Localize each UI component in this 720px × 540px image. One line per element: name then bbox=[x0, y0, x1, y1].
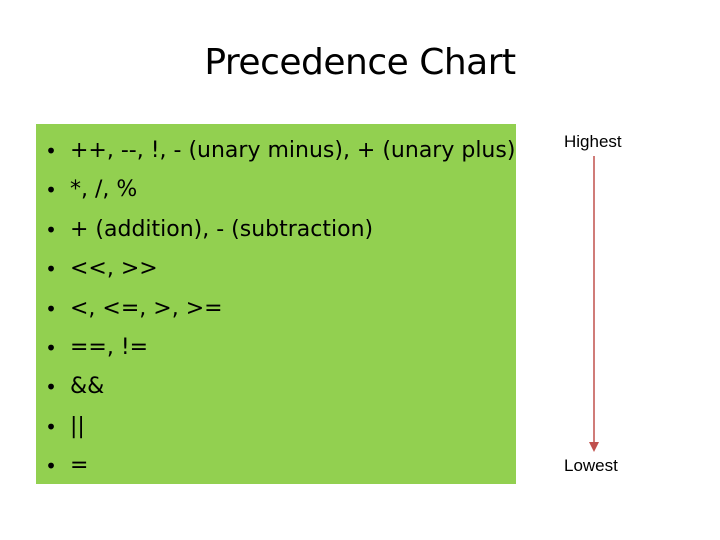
arrow-head bbox=[589, 442, 599, 452]
operator-text: ++, --, !, - (unary minus), + (unary plu… bbox=[70, 138, 516, 163]
lowest-label: Lowest bbox=[564, 456, 618, 475]
operator-text: && bbox=[70, 374, 105, 400]
bullet-icon: • bbox=[45, 454, 57, 479]
list-item: • *, /, % bbox=[36, 171, 516, 210]
bullet-icon: • bbox=[45, 335, 57, 360]
bullet-icon: • bbox=[45, 375, 57, 400]
operator-text: <, <=, >, >= bbox=[70, 295, 223, 321]
bullet-icon: • bbox=[45, 178, 57, 203]
operator-text: ==, != bbox=[70, 334, 149, 360]
bullet-icon: • bbox=[45, 257, 57, 282]
operator-list-box: • ++, --, !, - (unary minus), + (unary p… bbox=[36, 124, 516, 484]
operator-text: + (addition), - (subtraction) bbox=[70, 216, 374, 242]
operator-text: *, /, % bbox=[70, 177, 138, 203]
bullet-icon: • bbox=[45, 296, 57, 321]
slide-title: Precedence Chart bbox=[204, 42, 516, 83]
operator-text: || bbox=[70, 413, 85, 439]
operator-text: <<, >> bbox=[70, 256, 158, 282]
list-item: • = bbox=[36, 447, 516, 486]
list-item: • && bbox=[36, 368, 516, 407]
bullet-icon: • bbox=[45, 217, 57, 242]
list-item: • ==, != bbox=[36, 329, 516, 368]
highest-label: Highest bbox=[564, 132, 622, 151]
list-item: • <<, >> bbox=[36, 250, 516, 289]
list-item: • || bbox=[36, 408, 516, 447]
bullet-icon: • bbox=[45, 414, 57, 439]
operator-text: = bbox=[70, 453, 89, 479]
list-item: • ++, --, !, - (unary minus), + (unary p… bbox=[36, 132, 516, 171]
precedence-arrow-icon bbox=[589, 156, 599, 452]
list-item: • <, <=, >, >= bbox=[36, 290, 516, 329]
bullet-icon: • bbox=[45, 139, 57, 163]
list-item: • + (addition), - (subtraction) bbox=[36, 211, 516, 250]
operator-list: • ++, --, !, - (unary minus), + (unary p… bbox=[36, 132, 516, 487]
